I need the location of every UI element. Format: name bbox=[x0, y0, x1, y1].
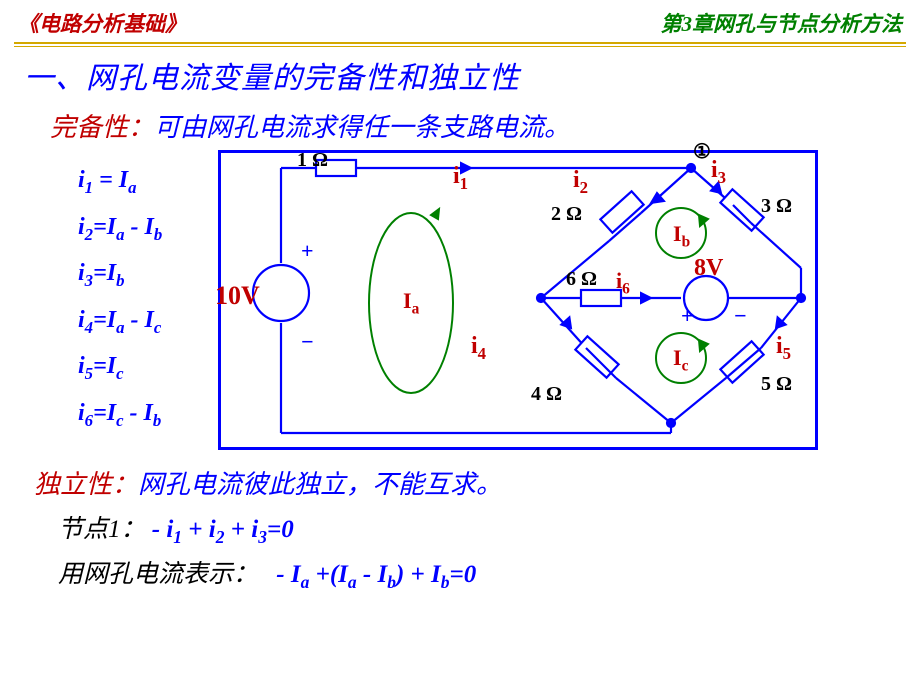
v1-label: 10V bbox=[215, 281, 260, 311]
eq-i4: i4=Ia - Ic bbox=[78, 308, 218, 337]
chapter-title: 第3章网孔与节点分析方法 bbox=[661, 8, 903, 38]
node-equation-line: 节点1： - i1 + i2 + i3=0 bbox=[58, 509, 902, 548]
branch-equations: i1 = Ia i2=Ia - Ib i3=Ib i4=Ia - Ic i5=I… bbox=[18, 150, 218, 448]
header-divider bbox=[14, 42, 906, 47]
svg-text:−: − bbox=[301, 329, 314, 354]
i5-label: i5 bbox=[776, 333, 791, 364]
i1-label: i1 bbox=[453, 163, 468, 194]
svg-text:−: − bbox=[734, 303, 747, 328]
mesh-representation-line: 用网孔电流表示： - Ia +(Ia - Ib) + Ib=0 bbox=[58, 554, 902, 593]
node1-marker: ① bbox=[693, 139, 711, 164]
eq-i1: i1 = Ia bbox=[78, 168, 218, 197]
mesh-repr-eq: - Ia +(Ia - Ib) + Ib=0 bbox=[276, 561, 476, 588]
mesh-ib: Ib bbox=[673, 221, 690, 251]
r3-label: 3 Ω bbox=[761, 195, 792, 218]
eq-i6: i6=Ic - Ib bbox=[78, 401, 218, 430]
mesh-ic: Ic bbox=[673, 345, 688, 375]
eq-i5: i5=Ic bbox=[78, 354, 218, 383]
completeness-line: 完备性：可由网孔电流求得任一条支路电流。 bbox=[50, 107, 902, 144]
r4-label: 4 Ω bbox=[531, 383, 562, 406]
circuit-diagram: + − + − 1 Ω i1 i2 i3 2 Ω 3 Ω 6 Ω i6 8V 1… bbox=[218, 150, 818, 450]
svg-text:+: + bbox=[301, 238, 314, 263]
i3-label: i3 bbox=[711, 157, 726, 188]
independence-label: 独立性： bbox=[34, 470, 138, 499]
eq-i3: i3=Ib bbox=[78, 261, 218, 290]
independence-line: 独立性：网孔电流彼此独立，不能互求。 bbox=[34, 464, 902, 501]
node1-eq: - i1 + i2 + i3=0 bbox=[152, 516, 294, 543]
i4-label: i4 bbox=[471, 333, 486, 364]
r5-label: 5 Ω bbox=[761, 373, 792, 396]
v2-label: 8V bbox=[694, 255, 723, 282]
completeness-label: 完备性： bbox=[50, 113, 154, 142]
i2-label: i2 bbox=[573, 167, 588, 198]
independence-desc: 网孔电流彼此独立，不能互求。 bbox=[138, 470, 502, 499]
completeness-desc: 可由网孔电流求得任一条支路电流。 bbox=[154, 113, 570, 142]
svg-text:+: + bbox=[681, 303, 694, 328]
i6-label: i6 bbox=[616, 268, 630, 298]
r2-label: 2 Ω bbox=[551, 203, 582, 226]
section-title: 一、网孔电流变量的完备性和独立性 bbox=[24, 53, 902, 97]
eq-i2: i2=Ia - Ib bbox=[78, 215, 218, 244]
circuit-svg: + − + − bbox=[221, 153, 815, 447]
book-title: 《电路分析基础》 bbox=[18, 8, 186, 38]
mesh-ia: Ia bbox=[403, 288, 419, 318]
r1-label: 1 Ω bbox=[297, 149, 328, 172]
node1-label: 节点1： bbox=[58, 516, 146, 543]
r6-label: 6 Ω bbox=[566, 268, 597, 291]
mesh-repr-label: 用网孔电流表示： bbox=[58, 561, 258, 588]
